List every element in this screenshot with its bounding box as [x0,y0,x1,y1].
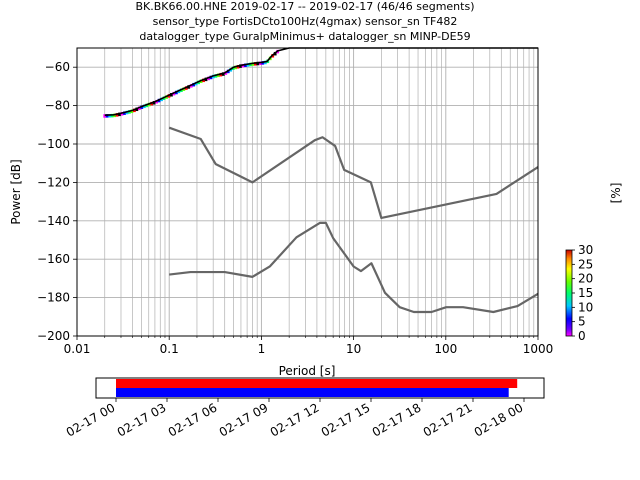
y-tick-label: −200 [37,329,70,343]
x-tick-label: 1 [258,342,266,356]
title-line-3: datalogger_type GuralpMinimus+ datalogge… [139,30,470,43]
x-tick-label: 1000 [523,342,554,356]
y-axis-label: Power [dB] [9,159,23,224]
segments-used-bar [116,379,518,388]
availability-bars [116,379,518,397]
y-axis-ticks: −200 −180 −160 −140 −120 −100 −80 −60 [37,60,77,343]
y-tick-label: −120 [37,175,70,189]
y-tick-label: −160 [37,252,70,266]
x-tick-label: 0.01 [64,342,91,356]
colorbar-scale [565,249,573,337]
y-tick-label: −80 [45,99,70,113]
plot-frame [76,47,539,337]
time-tick-label: 02-17 15 [319,400,373,439]
y-tick-label: −100 [37,137,70,151]
x-axis-label: Period [s] [279,364,336,378]
colorbar-tick-label: 5 [578,315,586,329]
colorbar-tick-label: 30 [578,243,593,257]
time-tick-label: 02-17 00 [64,400,118,439]
segments-available-bar [116,388,509,397]
x-tick-label: 10 [346,342,361,356]
title: BK.BK66.00.HNE 2019-02-17 -- 2019-02-17 … [136,0,475,43]
time-tick-label: 02-17 12 [268,400,322,439]
time-tick-label: 02-17 09 [217,400,271,439]
psd-cloud-point [103,114,107,118]
colorbar-tick-label: 25 [578,257,593,271]
x-tick-label: 0.1 [160,342,179,356]
new-low-noise-model-line [169,221,539,314]
time-tick-label: 02-17 21 [421,400,475,439]
y-tick-label: −140 [37,214,70,228]
title-line-2: sensor_type FortisDCto100Hz(4gmax) senso… [153,15,458,28]
y-tick-label: −180 [37,291,70,305]
x-axis-ticks: 0.01 0.1 1 10 100 1000 [64,336,554,356]
time-tick-label: 02-17 03 [115,400,169,439]
time-tick-label: 02-18 00 [472,400,526,439]
time-tick-label: 02-17 06 [166,400,220,439]
colorbar-tick-label: 0 [578,329,586,343]
time-tick-label: 02-17 18 [370,400,424,439]
colorbar-label: [%] [609,183,623,204]
y-tick-label: −60 [45,60,70,74]
x-tick-label: 100 [434,342,457,356]
plot-background [77,48,538,336]
colorbar-tick-label: 20 [578,272,593,286]
colorbar-tick-label: 10 [578,300,593,314]
plot-area: 0.01 0.1 1 10 100 1000 −200 −180 −160 −140 −120 −1… [37,47,554,356]
title-line-1: BK.BK66.00.HNE 2019-02-17 -- 2019-02-17 … [136,0,475,13]
new-high-noise-model-line [168,126,539,220]
colorbar-tick-label: 15 [578,286,593,300]
